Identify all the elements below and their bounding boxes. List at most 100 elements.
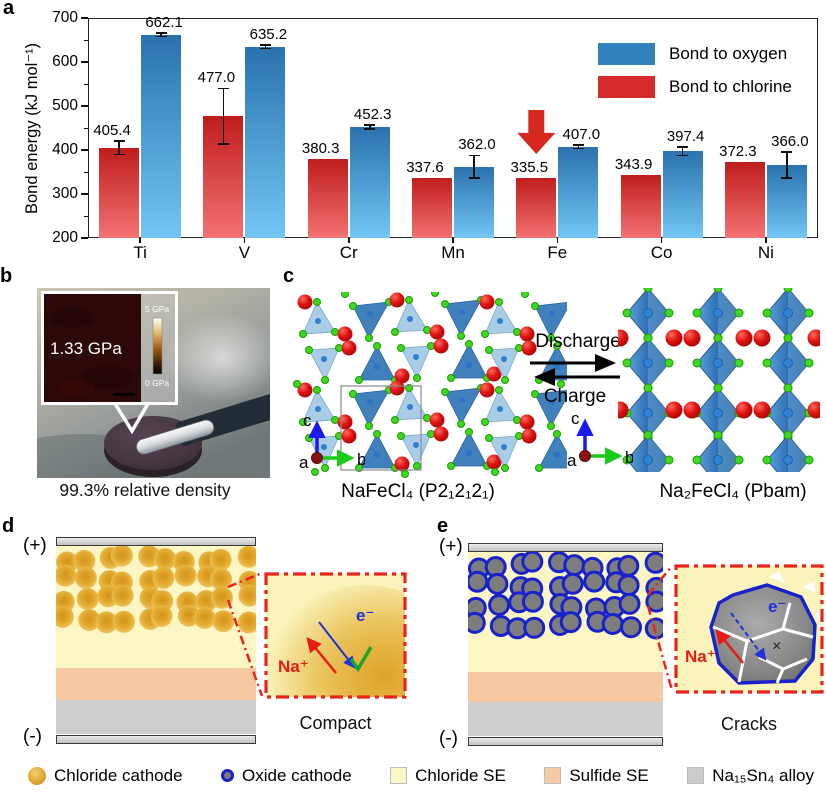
cathode-particle bbox=[110, 546, 133, 567]
cathode-particle bbox=[211, 586, 233, 609]
na2fecl4-caption: Na₂FeCl₄ (Pbam) bbox=[659, 481, 807, 502]
chloride-se-swatch bbox=[390, 767, 408, 784]
cathode-particle bbox=[112, 610, 135, 633]
panel-a-label: a bbox=[3, 0, 15, 19]
x-axis-tick-label: Fe bbox=[547, 243, 568, 262]
y-axis-tick-label: 700 bbox=[52, 8, 78, 26]
na-ion-arrow bbox=[715, 629, 744, 664]
legend-row-chlorine: Bond to chlorine bbox=[598, 76, 792, 98]
b-axis-label: b bbox=[625, 448, 633, 467]
cathode-particle bbox=[237, 546, 256, 568]
map-texture bbox=[81, 366, 133, 390]
check-mark-icon bbox=[349, 646, 373, 673]
cathode-particle bbox=[56, 564, 77, 587]
bar-chlorine-Co bbox=[620, 174, 661, 238]
y-axis-tick bbox=[81, 237, 88, 239]
cathode-particle bbox=[521, 552, 544, 573]
charge-label: Charge bbox=[544, 386, 606, 407]
sulfide-se-swatch bbox=[544, 767, 562, 784]
scale-bar bbox=[113, 393, 135, 396]
x-axis-tick bbox=[139, 238, 141, 243]
legend-item-chloride-se: Chloride SE bbox=[390, 766, 506, 786]
y-axis-tick-label: 200 bbox=[52, 228, 78, 246]
panel-d-label: d bbox=[2, 515, 15, 537]
a-axis-dot bbox=[579, 450, 591, 462]
x-axis-tick-label: V bbox=[238, 243, 251, 262]
error-bar bbox=[264, 44, 267, 49]
compact-particle-inset: Na⁺ e⁻ bbox=[264, 572, 407, 699]
a-axis-dot bbox=[311, 452, 323, 464]
y-axis-tick bbox=[81, 193, 88, 195]
electron-arrow bbox=[730, 612, 767, 661]
particle-fragment bbox=[815, 607, 822, 625]
bar-chlorine-Ti bbox=[99, 147, 140, 238]
error-bar-cap bbox=[364, 128, 376, 130]
cathode-particle bbox=[95, 611, 118, 634]
error-bar-cap bbox=[572, 147, 584, 150]
axis-indicator-left: c b a bbox=[299, 411, 365, 472]
cathode-particle bbox=[561, 572, 584, 595]
y-axis-minor-tick bbox=[84, 39, 88, 41]
y-axis-tick bbox=[81, 149, 88, 151]
error-bar-cap bbox=[155, 32, 167, 34]
reaction-arrows: Discharge Charge bbox=[530, 331, 621, 407]
inset-border bbox=[264, 572, 407, 699]
inset-pointer bbox=[112, 401, 151, 435]
cathode-particle bbox=[73, 550, 96, 572]
panel-c-crystal-structures: c bbox=[280, 260, 826, 510]
cathode-particle bbox=[644, 617, 663, 640]
error-bar-cap bbox=[781, 177, 793, 179]
bar-oxygen-Fe bbox=[558, 146, 599, 238]
sulfide-se-layer bbox=[468, 672, 663, 702]
bar-value-label: 635.2 bbox=[249, 25, 288, 43]
oxide-cathode-swatch bbox=[221, 769, 235, 782]
positive-terminal-label: (+) bbox=[439, 536, 463, 557]
x-axis-tick-label: Cr bbox=[339, 243, 358, 262]
y-axis-tick bbox=[81, 61, 88, 63]
chlorine-legend-label: Bond to chlorine bbox=[669, 77, 792, 96]
map-texture bbox=[50, 308, 94, 328]
figure-legend: Chloride cathode Oxide cathode Chloride … bbox=[0, 758, 826, 793]
bar-value-label: 452.3 bbox=[353, 105, 392, 123]
alloy-swatch bbox=[687, 767, 705, 784]
cathode-particle bbox=[56, 605, 74, 628]
bar-oxygen-Ti bbox=[141, 34, 182, 238]
tweezers-tip bbox=[136, 419, 215, 455]
alloy-anode-layer bbox=[56, 700, 256, 734]
blocked-cross-mark: × bbox=[772, 638, 781, 655]
compact-caption: Compact bbox=[299, 713, 372, 733]
error-bar-cap bbox=[113, 153, 125, 155]
legend-item-oxide-cathode: Oxide cathode bbox=[221, 766, 352, 786]
negative-current-collector bbox=[468, 737, 663, 746]
bar-value-label: 662.1 bbox=[145, 13, 183, 31]
cathode-particle bbox=[559, 611, 582, 634]
x-axis-tick bbox=[660, 238, 663, 243]
axis-indicator-right: c b a bbox=[567, 409, 633, 470]
bar-value-label: 407.0 bbox=[562, 126, 601, 144]
panel-e-label: e bbox=[437, 515, 449, 537]
legend-row-oxygen: Bond to oxygen bbox=[598, 43, 792, 65]
error-bar-cap bbox=[572, 144, 584, 146]
error-bar bbox=[681, 146, 684, 156]
bar-value-label: 343.9 bbox=[614, 155, 653, 173]
discharge-label: Discharge bbox=[535, 331, 621, 352]
inset-frame bbox=[41, 291, 178, 405]
panel-a-bond-energy-chart: a Bond energy (kJ mol⁻¹) Bond to oxygen … bbox=[0, 0, 826, 262]
c-axis-label: c bbox=[571, 409, 580, 428]
bar-chlorine-Cr bbox=[307, 158, 348, 238]
negative-current-collector bbox=[56, 735, 256, 744]
x-axis-tick bbox=[348, 238, 350, 243]
negative-terminal-label: (-) bbox=[23, 726, 42, 747]
error-bar bbox=[369, 124, 371, 130]
error-bar bbox=[222, 88, 225, 144]
panel-b-label: b bbox=[0, 265, 13, 287]
bar-value-label: 405.4 bbox=[93, 122, 131, 139]
cathode-particle bbox=[521, 590, 544, 613]
cathode-particle bbox=[74, 566, 97, 589]
error-bar-cap bbox=[217, 87, 229, 90]
cathode-particle bbox=[152, 566, 175, 589]
y-axis-title: Bond energy (kJ mol⁻¹) bbox=[23, 42, 41, 214]
map-texture bbox=[59, 380, 95, 396]
bar-value-label: 366.0 bbox=[771, 133, 809, 151]
